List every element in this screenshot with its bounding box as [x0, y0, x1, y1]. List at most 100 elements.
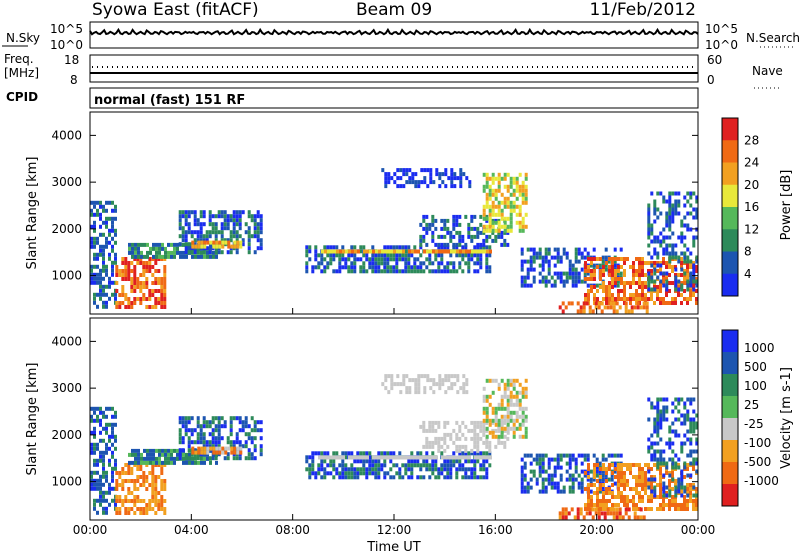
heatmap-cell: [114, 434, 117, 439]
heatmap-cell: [650, 293, 653, 297]
heatmap-cell: [473, 428, 477, 433]
heatmap-cell: [413, 463, 417, 468]
heatmap-cell: [618, 507, 622, 512]
heatmap-cell: [574, 251, 578, 256]
heatmap-cell: [497, 230, 501, 235]
heatmap-cell: [605, 289, 608, 293]
heatmap-cell: [133, 511, 137, 515]
heatmap-cell: [532, 255, 536, 260]
heatmap-cell: [377, 257, 381, 262]
heatmap-cell: [408, 249, 411, 254]
heatmap-cell: [647, 271, 651, 276]
heatmap-cell: [350, 253, 354, 258]
heatmap-cell: [668, 473, 672, 478]
heatmap-cell: [197, 446, 201, 451]
heatmap-cell: [423, 168, 427, 173]
heatmap-cell: [500, 216, 504, 221]
heatmap-cell: [611, 265, 614, 269]
heatmap-cell: [452, 261, 456, 266]
heatmap-cell: [423, 374, 427, 379]
heatmap-cell: [93, 296, 96, 301]
heatmap-cell: [590, 257, 593, 261]
heatmap-cell: [550, 457, 554, 462]
heatmap-cell: [686, 265, 689, 269]
heatmap-cell: [359, 249, 363, 254]
heatmap-cell: [323, 265, 327, 270]
heatmap-cell: [199, 428, 203, 433]
heatmap-cell: [689, 275, 693, 280]
heatmap-cell: [523, 485, 527, 490]
heatmap-cell: [624, 309, 628, 314]
heatmap-cell: [636, 305, 640, 310]
heatmap-cell: [692, 287, 696, 292]
heatmap-cell: [568, 473, 572, 478]
heatmap-cell: [559, 275, 563, 280]
heatmap-cell: [348, 249, 351, 254]
heatmap-cell: [599, 273, 602, 277]
heatmap-cell: [668, 215, 672, 220]
heatmap-cell: [553, 271, 557, 276]
heatmap-cell: [417, 374, 421, 379]
heatmap-cell: [398, 451, 402, 456]
heatmap-cell: [526, 481, 530, 486]
heatmap-cell: [523, 279, 527, 284]
heatmap-cell: [520, 473, 524, 478]
heatmap-cell: [431, 451, 435, 456]
heatmap-cell: [635, 463, 638, 467]
heatmap-cell: [96, 414, 99, 419]
heatmap-cell: [155, 246, 158, 251]
y-tick-label: 3000: [51, 381, 82, 395]
heatmap-cell: [509, 200, 513, 205]
heatmap-cell: [633, 511, 637, 516]
heatmap-cell: [520, 469, 524, 474]
heatmap-cell: [93, 228, 96, 233]
heatmap-cell: [99, 292, 102, 297]
heatmap-cell: [124, 297, 128, 301]
heatmap-cell: [208, 246, 212, 251]
heatmap-cell: [380, 261, 384, 266]
heatmap-cell: [600, 511, 604, 516]
heatmap-cell: [692, 263, 696, 268]
heatmap-cell: [214, 238, 218, 243]
heatmap-cell: [593, 277, 596, 281]
heatmap-cell: [199, 432, 203, 437]
heatmap-cell: [506, 224, 510, 229]
heatmap-cell: [96, 272, 99, 277]
heatmap-cell: [515, 426, 519, 431]
heatmap-cell: [607, 259, 611, 264]
heatmap-cell: [127, 499, 131, 503]
heatmap-cell: [468, 180, 472, 185]
heatmap-cell: [404, 265, 408, 270]
heatmap-cell: [476, 261, 480, 266]
heatmap-cell: [233, 450, 237, 455]
heatmap-cell: [668, 259, 672, 264]
heatmap-cell: [203, 244, 207, 249]
heatmap-cell: [473, 420, 477, 425]
heatmap-cell: [381, 455, 384, 460]
heatmap-cell: [93, 470, 96, 475]
heatmap-cell: [384, 180, 388, 185]
heatmap-cell: [178, 242, 182, 247]
heatmap-cell: [163, 257, 167, 261]
heatmap-cell: [593, 463, 596, 467]
heatmap-cell: [538, 457, 542, 462]
heatmap-cell: [338, 253, 342, 258]
heatmap-cell: [605, 487, 608, 491]
heatmap-cell: [474, 455, 477, 460]
heatmap-cell: [647, 397, 651, 402]
heatmap-cell: [595, 457, 599, 462]
heatmap-cell: [650, 297, 653, 301]
heatmap-cell: [422, 226, 426, 231]
heatmap-cell: [590, 495, 593, 499]
heatmap-cell: [452, 428, 456, 433]
heatmap-cell: [680, 235, 684, 240]
heatmap-cell: [193, 456, 197, 461]
heatmap-cell: [574, 477, 578, 482]
heatmap-cell: [686, 397, 690, 402]
sky-tick-bottom-right: 10^0: [705, 38, 738, 52]
heatmap-cell: [491, 418, 495, 423]
heatmap-cell: [680, 273, 683, 277]
heatmap-cell: [404, 257, 408, 262]
heatmap-cell: [329, 459, 333, 464]
heatmap-cell: [686, 453, 690, 458]
